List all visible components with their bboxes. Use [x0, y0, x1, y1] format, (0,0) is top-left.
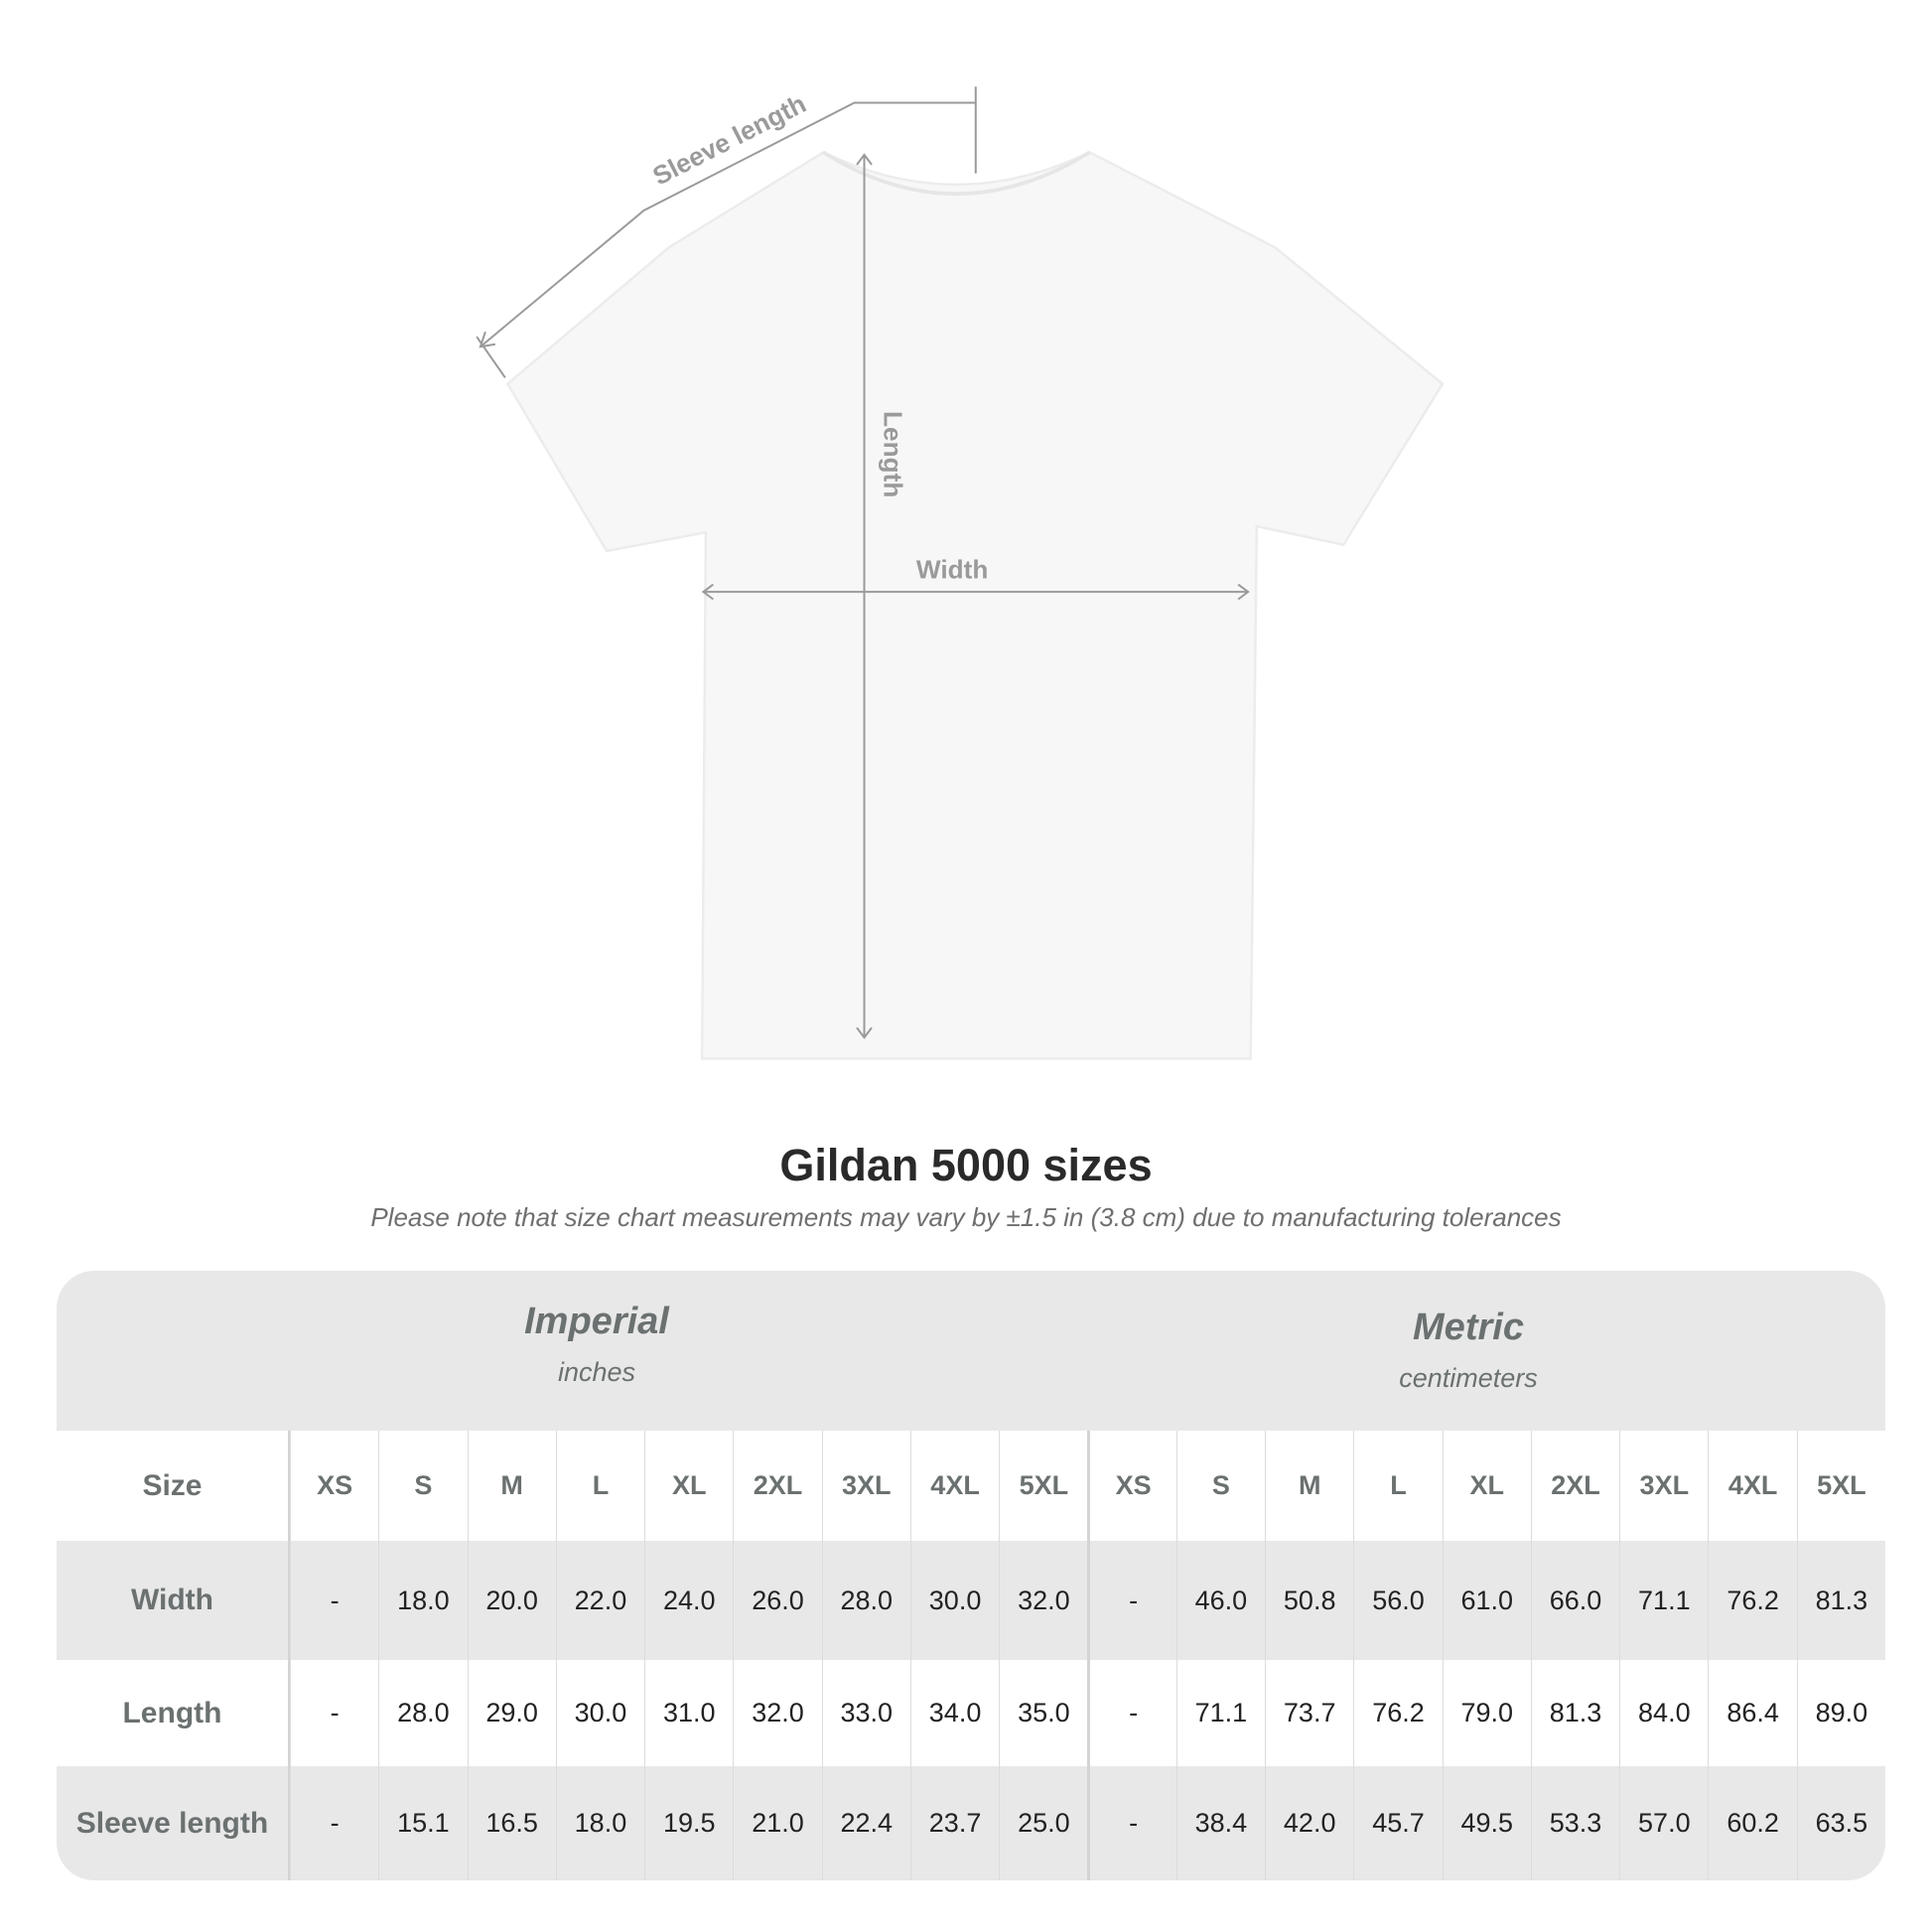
value-cell: 18.0 [555, 1766, 644, 1880]
value-cell: 86.4 [1708, 1660, 1796, 1766]
size-header-cell: 5XL [999, 1431, 1087, 1541]
table-row: Width -18.0 20.0 22.0 24.0 26.0 28.0 30.0 32.0-4… [57, 1541, 1885, 1660]
size-header-cell: M [1265, 1431, 1353, 1541]
imperial-unit: inches [557, 1357, 636, 1387]
metric-title: Metric [1413, 1307, 1524, 1348]
size-header-cell: XL [644, 1431, 733, 1541]
value-cell: 20.0 [467, 1541, 556, 1660]
value-cell: 32.0 [999, 1541, 1087, 1660]
value-cell: 26.0 [733, 1541, 821, 1660]
imperial-title: Imperial [524, 1301, 669, 1342]
size-header-cell: XL [1442, 1431, 1531, 1541]
value-cell: 81.3 [1796, 1541, 1885, 1660]
size-header-cell: S [1175, 1431, 1265, 1541]
tshirt-image [505, 150, 1445, 1060]
value-cell: 49.5 [1442, 1766, 1531, 1880]
value-cell: 61.0 [1442, 1541, 1531, 1660]
value-cell: 50.8 [1265, 1541, 1353, 1660]
size-header-cell: 4XL [909, 1431, 999, 1541]
row-label: Sleeve length [57, 1766, 290, 1880]
size-header-cell: 2XL [733, 1431, 821, 1541]
value-cell: - [1087, 1766, 1175, 1880]
value-cell: 25.0 [999, 1766, 1087, 1880]
value-cell: 42.0 [1265, 1766, 1353, 1880]
value-cell: 15.1 [378, 1766, 467, 1880]
value-cell: 45.7 [1353, 1766, 1442, 1880]
tshirt-diagram: Sleeve length Length Width [476, 86, 1445, 1060]
value-cell: 35.0 [999, 1660, 1087, 1766]
value-cell: 28.0 [821, 1541, 910, 1660]
value-cell: 22.0 [555, 1541, 644, 1660]
width-label: Width [916, 554, 988, 584]
value-cell: 73.7 [1265, 1660, 1353, 1766]
tolerance-note: Please note that size chart measurements… [370, 1202, 1562, 1232]
value-cell: 63.5 [1796, 1766, 1885, 1880]
value-cell: - [289, 1541, 378, 1660]
value-cell: 46.0 [1175, 1541, 1265, 1660]
table-row: Length -28.0 29.0 30.0 31.0 32.0 33.0 34.0 35.0-… [57, 1660, 1885, 1766]
value-cell: 30.0 [555, 1660, 644, 1766]
value-cell: 29.0 [467, 1660, 556, 1766]
value-cell: 71.1 [1175, 1660, 1265, 1766]
imperial-header: Imperial inches [348, 1301, 845, 1388]
value-cell: 22.4 [821, 1766, 910, 1880]
value-cell: 71.1 [1619, 1541, 1708, 1660]
size-header-cell: L [555, 1431, 644, 1541]
size-table: Imperial inches Metric centimeters Size X… [57, 1271, 1885, 1880]
value-cell: 34.0 [909, 1660, 999, 1766]
size-header-cell: 5XL [1796, 1431, 1885, 1541]
size-header-cell: 4XL [1708, 1431, 1796, 1541]
value-cell: 38.4 [1175, 1766, 1265, 1880]
page-title: Gildan 5000 sizes [779, 1140, 1153, 1190]
unit-header-band: Imperial inches Metric centimeters [57, 1271, 1885, 1431]
value-cell: 23.7 [909, 1766, 999, 1880]
value-cell: 76.2 [1708, 1541, 1796, 1660]
size-header-cell: 3XL [1619, 1431, 1708, 1541]
value-cell: 19.5 [644, 1766, 733, 1880]
row-label: Length [57, 1660, 290, 1766]
value-cell: 16.5 [467, 1766, 556, 1880]
size-header-cell: M [467, 1431, 556, 1541]
value-cell: 24.0 [644, 1541, 733, 1660]
row-label: Size [57, 1431, 290, 1541]
table-row: Sleeve length -15.1 16.5 18.0 19.5 21.0 22.4 23… [57, 1766, 1885, 1880]
size-header-cell: XS [1087, 1431, 1175, 1541]
value-cell: 56.0 [1353, 1541, 1442, 1660]
value-cell: 31.0 [644, 1660, 733, 1766]
value-cell: - [1087, 1541, 1175, 1660]
size-header-cell: L [1353, 1431, 1442, 1541]
value-cell: 21.0 [733, 1766, 821, 1880]
value-cell: - [289, 1766, 378, 1880]
value-cell: 33.0 [821, 1660, 910, 1766]
value-cell: 81.3 [1530, 1660, 1619, 1766]
size-header-cell: 2XL [1530, 1431, 1619, 1541]
value-cell: 84.0 [1619, 1660, 1708, 1766]
value-cell: 57.0 [1619, 1766, 1708, 1880]
size-header-cell: XS [289, 1431, 378, 1541]
measure-lines [476, 86, 1250, 1039]
size-header-cell: 3XL [821, 1431, 910, 1541]
row-label: Width [57, 1541, 290, 1660]
value-cell: 28.0 [378, 1660, 467, 1766]
value-cell: - [289, 1660, 378, 1766]
value-cell: 30.0 [909, 1541, 999, 1660]
length-label: Length [878, 411, 907, 497]
metric-header: Metric centimeters [1220, 1307, 1717, 1394]
value-cell: 60.2 [1708, 1766, 1796, 1880]
value-cell: - [1087, 1660, 1175, 1766]
value-cell: 76.2 [1353, 1660, 1442, 1766]
value-cell: 66.0 [1530, 1541, 1619, 1660]
value-cell: 53.3 [1530, 1766, 1619, 1880]
value-cell: 89.0 [1796, 1660, 1885, 1766]
value-cell: 32.0 [733, 1660, 821, 1766]
size-header-cell: S [378, 1431, 467, 1541]
value-cell: 18.0 [378, 1541, 467, 1660]
metric-unit: centimeters [1399, 1363, 1538, 1393]
value-cell: 79.0 [1442, 1660, 1531, 1766]
size-header-row: Size XS S M L XL 2XL 3XL 4XL 5XL XS S M L XL 2XL 3XL 4XL 5… [57, 1431, 1885, 1541]
